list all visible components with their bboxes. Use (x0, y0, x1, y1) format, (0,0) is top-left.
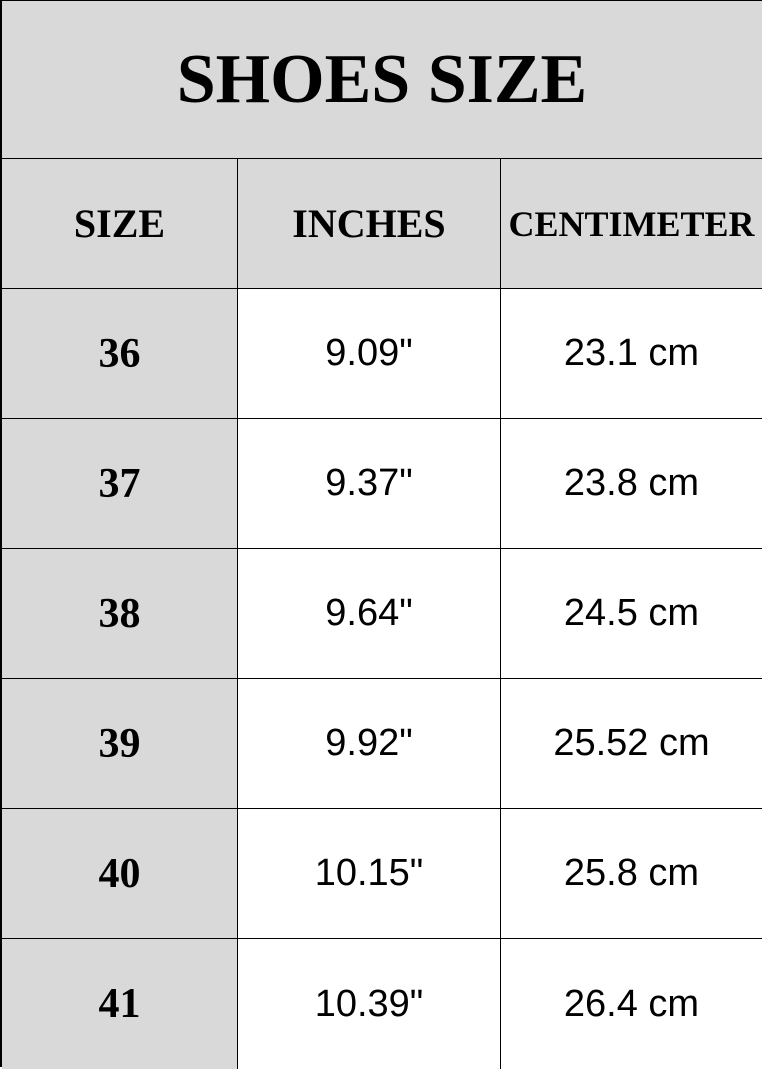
inches-cell: 10.15" (238, 809, 501, 938)
inches-cell: 9.92" (238, 679, 501, 808)
centimeter-cell: 25.8 cm (501, 809, 762, 938)
header-inches: INCHES (238, 159, 501, 288)
size-cell: 40 (2, 809, 238, 938)
centimeter-cell: 25.52 cm (501, 679, 762, 808)
size-cell: 38 (2, 549, 238, 678)
table-row: 37 9.37" 23.8 cm (2, 419, 762, 549)
header-centimeter: CENTIMETER (501, 159, 762, 288)
table-row: 41 10.39" 26.4 cm (2, 939, 762, 1069)
inches-cell: 9.09" (238, 289, 501, 418)
inches-cell: 9.64" (238, 549, 501, 678)
size-cell: 39 (2, 679, 238, 808)
centimeter-cell: 24.5 cm (501, 549, 762, 678)
size-cell: 41 (2, 939, 238, 1069)
table-row: 36 9.09" 23.1 cm (2, 289, 762, 419)
centimeter-cell: 26.4 cm (501, 939, 762, 1069)
inches-cell: 10.39" (238, 939, 501, 1069)
header-row: SIZE INCHES CENTIMETER (2, 159, 762, 289)
centimeter-cell: 23.8 cm (501, 419, 762, 548)
centimeter-cell: 23.1 cm (501, 289, 762, 418)
table-row: 38 9.64" 24.5 cm (2, 549, 762, 679)
table-title: SHOES SIZE (2, 1, 762, 159)
header-size: SIZE (2, 159, 238, 288)
table-row: 40 10.15" 25.8 cm (2, 809, 762, 939)
size-cell: 36 (2, 289, 238, 418)
table-row: 39 9.92" 25.52 cm (2, 679, 762, 809)
size-cell: 37 (2, 419, 238, 548)
inches-cell: 9.37" (238, 419, 501, 548)
